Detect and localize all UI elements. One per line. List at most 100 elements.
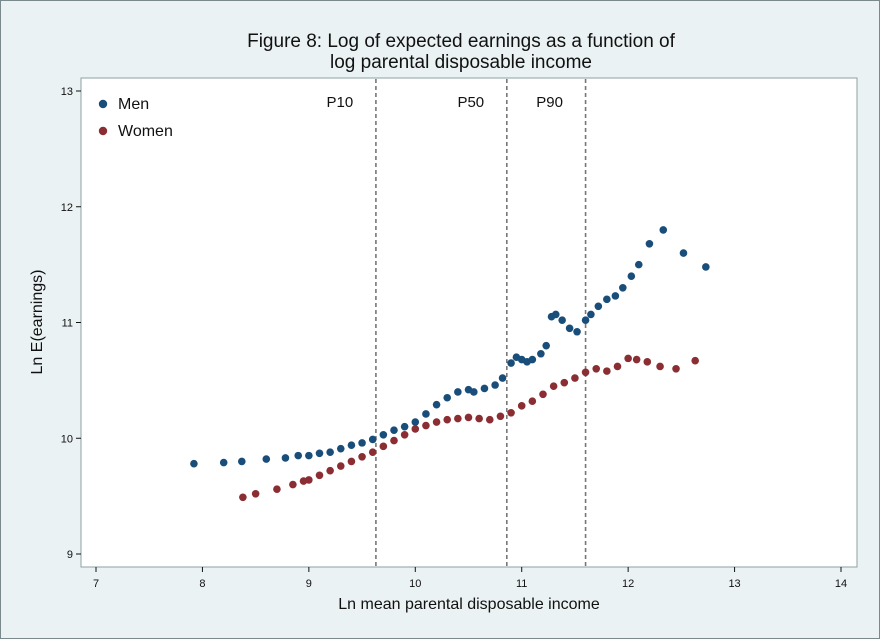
point-women (571, 374, 579, 382)
point-men (603, 295, 611, 304)
point-men (190, 459, 198, 468)
point-men (238, 457, 246, 466)
point-women (691, 356, 699, 365)
point-men (422, 410, 430, 418)
point-women (239, 493, 247, 502)
point-men (507, 359, 515, 367)
point-men (358, 439, 366, 447)
y-tick-label: 9 (67, 549, 73, 561)
chart-title: Figure 8: Log of expected earnings as a … (247, 31, 675, 52)
point-women (632, 355, 641, 364)
point-men (262, 455, 271, 463)
point-men (611, 292, 620, 300)
point-men (634, 260, 643, 269)
point-women (422, 421, 430, 430)
point-women (379, 442, 388, 451)
x-tick-label: 7 (93, 578, 99, 590)
x-axis-label: Ln mean parental disposable income (338, 596, 600, 613)
point-women (539, 390, 547, 399)
x-axis: 7 8 9 10 11 12 13 14 (93, 567, 847, 590)
point-men (702, 263, 710, 271)
y-tick-label: 11 (62, 318, 73, 330)
reference-label-p90: P90 (536, 94, 563, 111)
x-tick-label: 8 (199, 578, 205, 590)
point-women (315, 471, 324, 480)
point-men (528, 355, 537, 364)
point-men (400, 422, 409, 431)
point-men (480, 384, 489, 393)
point-women (390, 436, 398, 445)
point-women (592, 365, 601, 373)
point-women (549, 382, 558, 390)
point-women (347, 457, 356, 466)
point-men (594, 302, 603, 311)
point-women (454, 414, 462, 423)
point-women (656, 362, 664, 371)
point-women (336, 462, 345, 470)
point-women (475, 414, 483, 423)
point-women (326, 466, 334, 475)
plot-area (80, 77, 858, 568)
x-tick-label: 9 (306, 578, 312, 590)
point-men (565, 324, 574, 333)
reference-label-p10: P10 (327, 94, 354, 111)
point-men (390, 426, 398, 434)
point-men (379, 430, 388, 439)
point-men (581, 316, 590, 324)
y-tick-label: 10 (61, 433, 73, 445)
x-tick-label: 14 (835, 578, 847, 590)
chart-subtitle: log parental disposable income (330, 52, 592, 73)
point-women (624, 354, 632, 363)
point-women (464, 413, 473, 422)
point-men (558, 316, 566, 324)
point-men (587, 310, 595, 319)
point-men (627, 272, 636, 281)
reference-label-p50: P50 (457, 94, 484, 111)
point-men (294, 451, 303, 460)
point-men (432, 400, 441, 409)
point-men (326, 448, 334, 456)
legend-men-label: Men (118, 96, 149, 113)
series-women (239, 354, 699, 502)
point-women (358, 452, 366, 461)
x-tick-label: 12 (622, 578, 634, 590)
x-tick-label: 13 (728, 578, 740, 590)
point-women (432, 418, 441, 426)
point-women (411, 425, 420, 433)
point-women (643, 358, 652, 366)
point-women (305, 476, 313, 484)
point-women (672, 365, 680, 373)
point-men (491, 381, 499, 389)
point-women (560, 378, 569, 387)
point-men (219, 458, 228, 467)
point-men (659, 226, 668, 234)
point-men (305, 451, 313, 460)
point-men (645, 239, 654, 248)
data-points (190, 226, 710, 502)
point-men (281, 454, 290, 462)
reference-lines: P10 P50 P90 (327, 79, 587, 566)
x-tick-label: 11 (516, 578, 527, 590)
series-men (190, 226, 710, 468)
point-women (443, 415, 452, 424)
point-men (470, 388, 478, 396)
point-men (315, 449, 324, 458)
y-tick-label: 12 (61, 202, 73, 214)
point-men (542, 341, 550, 350)
y-axis-label: Ln E(earnings) (29, 270, 46, 375)
point-women (485, 415, 494, 424)
legend-women-marker (98, 126, 108, 136)
point-men (368, 435, 377, 444)
y-tick-label: 13 (61, 86, 73, 98)
point-women (528, 397, 537, 406)
point-women (613, 362, 622, 371)
y-axis: 9 10 11 12 13 (61, 86, 81, 561)
point-women (289, 480, 297, 489)
legend: Men Women (98, 96, 173, 140)
point-men (454, 388, 462, 396)
point-men (443, 393, 452, 402)
point-men (411, 418, 420, 426)
point-women (368, 448, 377, 456)
point-women (603, 367, 611, 375)
point-men (573, 327, 581, 336)
